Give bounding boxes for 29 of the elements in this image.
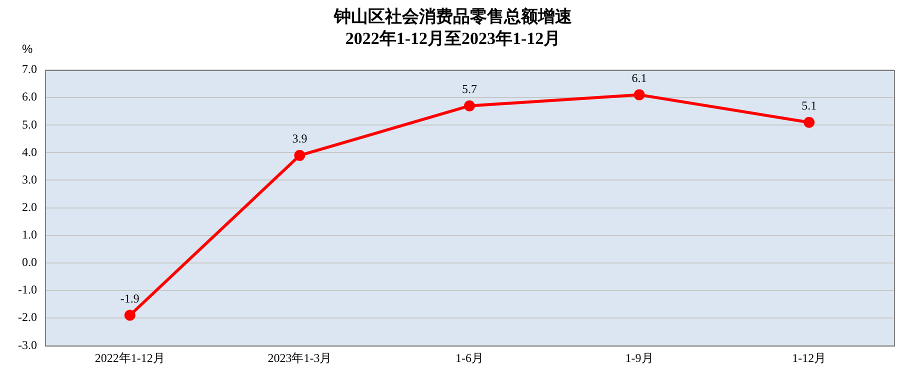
y-axis-title: % xyxy=(22,42,33,56)
point xyxy=(804,116,815,128)
y-tick-label: -2.0 xyxy=(18,310,37,324)
point xyxy=(124,310,136,321)
y-tick-label: 6.0 xyxy=(22,90,37,104)
point xyxy=(634,89,645,100)
y-tick-label: 0.0 xyxy=(22,255,37,270)
x-tick-label: 2022年1-12月 xyxy=(94,350,165,365)
chart-subtitle: 2022年1-12月至2023年1-12月 xyxy=(345,29,561,48)
y-tick-label: -3.0 xyxy=(18,338,37,352)
y-tick-label: 4.0 xyxy=(22,144,37,159)
data-label: 5.1 xyxy=(802,98,817,113)
data-label: 3.9 xyxy=(292,132,308,146)
point xyxy=(294,150,306,161)
y-tick-label: 7.0 xyxy=(22,62,37,76)
data-label: 6.1 xyxy=(632,70,647,85)
x-tick-label: 1-12月 xyxy=(792,350,826,365)
y-tick-label: -1.0 xyxy=(18,282,37,297)
y-tick-label: 1.0 xyxy=(22,228,37,242)
x-tick-label: 1-6月 xyxy=(456,350,484,365)
data-label: -1.9 xyxy=(120,291,140,306)
point xyxy=(464,100,475,112)
y-tick-label: 3.0 xyxy=(22,172,37,186)
y-tick-label: 2.0 xyxy=(22,200,37,214)
y-tick-label: 5.0 xyxy=(22,117,37,132)
chart-title: 钟山区社会消费品零售总额增速 xyxy=(332,6,573,28)
data-label: 5.7 xyxy=(462,82,477,96)
x-tick-label: 2023年1-3月 xyxy=(268,350,332,365)
x-tick-label: 1-9月 xyxy=(625,350,654,365)
